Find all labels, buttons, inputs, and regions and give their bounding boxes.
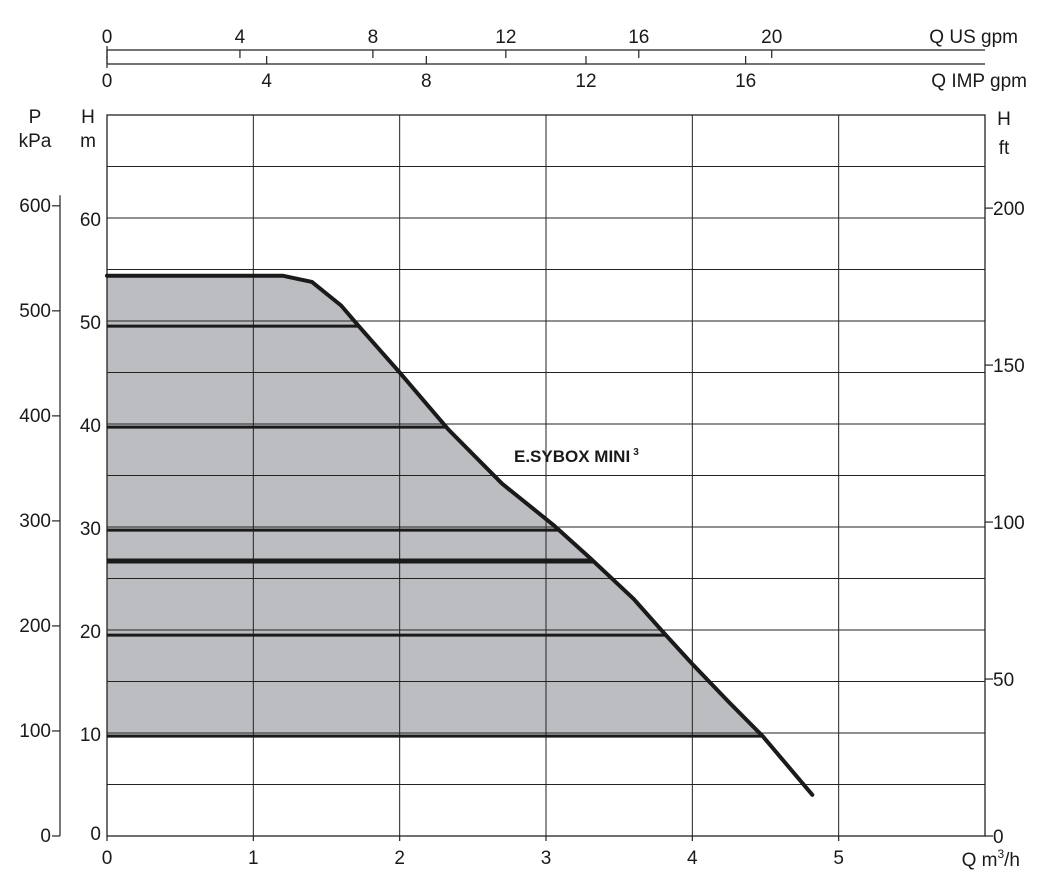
y-axis-label-m-line1: H [81, 107, 95, 128]
setpoint-lines-layer [107, 324, 763, 738]
x-axis-label-main: Q m [962, 850, 998, 871]
y-axis-label-ft-line1: H [997, 109, 1011, 130]
us-gpm-axis-label: Q US gpm [929, 27, 1018, 48]
pump-curve [105, 273, 815, 797]
us-gpm-tick-label: 20 [761, 27, 782, 48]
us-gpm-tick-label: 12 [495, 27, 516, 48]
y-tick-label-ft: 200 [993, 199, 1025, 220]
y-tick-label-m: 0 [90, 824, 101, 845]
y-tick-label-kpa: 200 [19, 616, 51, 637]
x-tick-label: 5 [833, 848, 844, 869]
y-tick-label-kpa: 400 [19, 406, 51, 427]
axes-layer [52, 46, 993, 841]
x-tick-label: 2 [394, 848, 405, 869]
imp-gpm-tick-label: 12 [575, 71, 596, 92]
imp-gpm-tick-label: 4 [261, 71, 272, 92]
us-gpm-tick-label: 16 [628, 27, 649, 48]
y-tick-label-kpa: 500 [19, 301, 51, 322]
x-axis-label: Q m3/h [962, 847, 1020, 871]
y-tick-label-m: 20 [80, 622, 101, 643]
y-tick-label-m: 60 [80, 210, 101, 231]
us-gpm-tick-label: 0 [102, 27, 113, 48]
series-label-sup: 3 [633, 447, 639, 458]
y-axis-label-ft-line2: ft [999, 138, 1010, 159]
y-tick-label-m: 30 [80, 519, 101, 540]
y-tick-label-kpa: 100 [19, 721, 51, 742]
text-layer: E.SYBOX MINI 30 1 2 3 4 5 Q m3/h0102030405060Hm… [19, 27, 1027, 871]
us-gpm-tick-label: 8 [368, 27, 379, 48]
imp-gpm-tick-label: 0 [102, 71, 113, 92]
y-tick-label-kpa: 0 [40, 826, 51, 847]
y-tick-label-ft: 50 [993, 670, 1014, 691]
x-tick-label: 0 [102, 848, 113, 869]
y-axis-label-kpa-line2: kPa [19, 131, 52, 152]
series-label-main: E.SYBOX MINI [514, 447, 630, 466]
y-tick-label-ft: 0 [993, 827, 1004, 848]
x-axis-label-sup: 3 [997, 847, 1004, 861]
y-tick-label-m: 10 [80, 725, 101, 746]
y-tick-label-kpa: 300 [19, 511, 51, 532]
series-label: E.SYBOX MINI 3 [514, 447, 639, 466]
imp-gpm-tick-label: 16 [735, 71, 756, 92]
curve-layer [105, 273, 815, 797]
imp-gpm-tick-label: 8 [421, 71, 432, 92]
y-tick-label-m: 50 [80, 313, 101, 334]
x-tick-label: 3 [541, 848, 552, 869]
x-axis-label-unit: /h [1004, 850, 1020, 871]
y-tick-label-ft: 150 [993, 356, 1025, 377]
x-tick-label: 1 [248, 848, 259, 869]
y-tick-label-m: 40 [80, 416, 101, 437]
imp-gpm-axis-label: Q IMP gpm [931, 71, 1027, 92]
y-axis-label-m-line2: m [80, 131, 96, 152]
y-tick-label-kpa: 600 [19, 196, 51, 217]
x-tick-label: 4 [687, 848, 698, 869]
operating-area-layer [107, 275, 763, 737]
y-axis-label-kpa-line1: P [29, 107, 42, 128]
us-gpm-tick-label: 4 [235, 27, 246, 48]
operating-area [107, 275, 763, 737]
y-tick-label-ft: 100 [993, 513, 1025, 534]
